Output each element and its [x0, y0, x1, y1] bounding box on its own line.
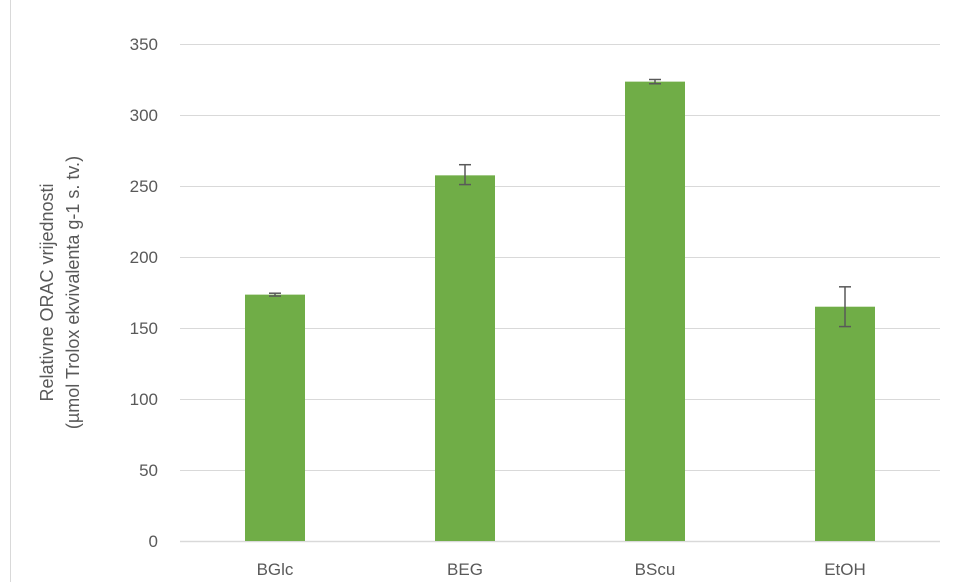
error-bar-etoh: [839, 286, 851, 328]
error-bar-bscu: [649, 78, 661, 85]
y-axis-title-line-1: Relativne ORAC vrijednosti: [37, 183, 57, 401]
y-tick-label: 300: [130, 106, 158, 125]
error-bar-bglc: [269, 292, 281, 297]
error-bar-beg: [459, 163, 471, 186]
bars: [245, 81, 875, 541]
y-axis-title: Relativne ORAC vrijednosti (µmol Trolox …: [37, 156, 83, 429]
x-axis-ticks: BGlc BEG BScu EtOH: [257, 560, 866, 579]
bar-bscu: [625, 81, 685, 541]
y-tick-label: 200: [130, 248, 158, 267]
x-tick-label: BGlc: [257, 560, 294, 579]
y-axis-title-line-2: (µmol Trolox ekvivalenta g-1 s. tv.): [63, 156, 83, 429]
y-tick-label: 100: [130, 390, 158, 409]
y-tick-label: 350: [130, 35, 158, 54]
bar-etoh: [815, 306, 875, 541]
y-tick-label: 250: [130, 177, 158, 196]
x-tick-label: BEG: [447, 560, 483, 579]
bar-beg: [435, 175, 495, 541]
y-tick-label: 150: [130, 319, 158, 338]
y-tick-label: 0: [149, 532, 158, 551]
bar-bglc: [245, 294, 305, 541]
x-tick-label: EtOH: [824, 560, 866, 579]
x-tick-label: BScu: [635, 560, 676, 579]
error-bars: [269, 78, 851, 328]
y-axis-ticks: 0 50 100 150 200 250 300 350: [130, 35, 158, 551]
y-tick-label: 50: [139, 461, 158, 480]
gridlines: [180, 44, 940, 543]
